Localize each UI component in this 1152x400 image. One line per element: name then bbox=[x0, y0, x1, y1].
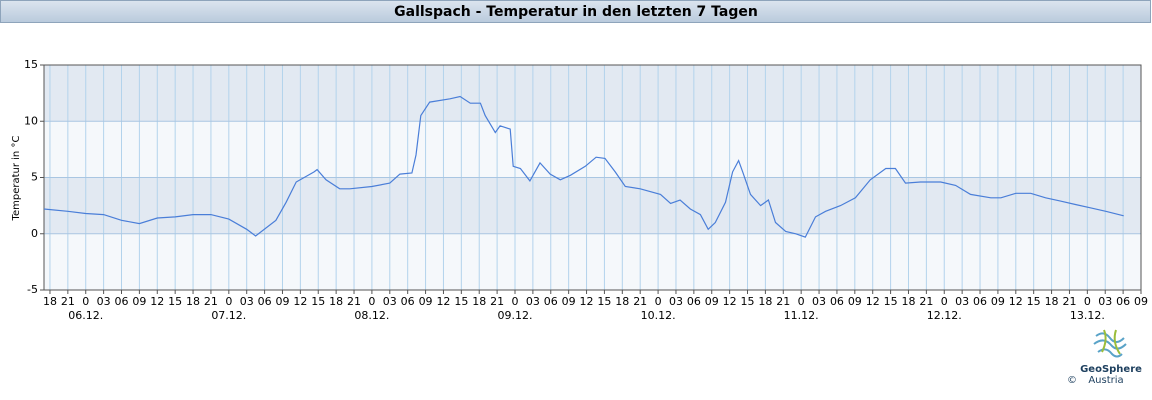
x-tick-label: 03 bbox=[1098, 295, 1112, 308]
x-tick-label: 09 bbox=[991, 295, 1005, 308]
date-label: 09.12. bbox=[497, 309, 532, 322]
x-tick-label: 03 bbox=[812, 295, 826, 308]
temperature-line bbox=[43, 95, 1124, 238]
y-tick-label: 10 bbox=[24, 114, 38, 127]
date-label: 07.12. bbox=[211, 309, 246, 322]
x-tick-label: 0 bbox=[82, 295, 89, 308]
x-tick-label: 21 bbox=[61, 295, 75, 308]
x-tick-label: 12 bbox=[866, 295, 880, 308]
x-tick-label: 18 bbox=[758, 295, 772, 308]
x-tick-label: 0 bbox=[225, 295, 232, 308]
x-tick-label: 15 bbox=[597, 295, 611, 308]
x-tick-label: 15 bbox=[884, 295, 898, 308]
x-tick-label: 09 bbox=[562, 295, 576, 308]
x-tick-label: 12 bbox=[1009, 295, 1023, 308]
x-tick-label: 06 bbox=[544, 295, 558, 308]
band bbox=[44, 121, 1141, 178]
y-axis-label: Temperatur in °C bbox=[11, 136, 22, 222]
logo: GeoSphere © Austria bbox=[1067, 329, 1142, 386]
date-label: 12.12. bbox=[927, 309, 962, 322]
x-tick-label: 06 bbox=[1116, 295, 1130, 308]
x-tick-label: 18 bbox=[1045, 295, 1059, 308]
x-tick-label: 21 bbox=[347, 295, 361, 308]
date-label: 13.12. bbox=[1070, 309, 1105, 322]
x-tick-label: 21 bbox=[1062, 295, 1076, 308]
x-tick-label: 15 bbox=[741, 295, 755, 308]
logo-copyright: © bbox=[1067, 375, 1077, 386]
x-tick-label: 0 bbox=[941, 295, 948, 308]
x-tick-label: 06 bbox=[687, 295, 701, 308]
x-tick-label: 06 bbox=[115, 295, 129, 308]
y-tick-label: -5 bbox=[27, 283, 38, 296]
x-tick-label: 18 bbox=[43, 295, 57, 308]
y-tick-label: 0 bbox=[31, 227, 38, 240]
chart-title: Gallspach - Temperatur in den letzten 7 … bbox=[394, 4, 758, 20]
x-tick-label: 21 bbox=[490, 295, 504, 308]
x-tick-label: 15 bbox=[311, 295, 325, 308]
y-tick-label: 15 bbox=[24, 58, 38, 71]
x-tick-label: 09 bbox=[419, 295, 433, 308]
x-tick-label: 0 bbox=[655, 295, 662, 308]
x-tick-label: 12 bbox=[723, 295, 737, 308]
x-tick-label: 21 bbox=[204, 295, 218, 308]
date-label: 11.12. bbox=[784, 309, 819, 322]
x-tick-label: 06 bbox=[401, 295, 415, 308]
band bbox=[44, 65, 1141, 122]
x-tick-label: 18 bbox=[901, 295, 915, 308]
x-tick-label: 03 bbox=[526, 295, 540, 308]
x-tick-label: 03 bbox=[383, 295, 397, 308]
date-label: 08.12. bbox=[354, 309, 389, 322]
x-tick-label: 03 bbox=[97, 295, 111, 308]
x-tick-label: 0 bbox=[1084, 295, 1091, 308]
y-tick-label: 5 bbox=[31, 171, 38, 184]
x-tick-label: 09 bbox=[705, 295, 719, 308]
logo-icon bbox=[1093, 332, 1127, 358]
x-tick-label: 12 bbox=[436, 295, 450, 308]
x-tick-label: 18 bbox=[329, 295, 343, 308]
x-tick-label: 18 bbox=[186, 295, 200, 308]
x-tick-label: 03 bbox=[240, 295, 254, 308]
x-tick-label: 12 bbox=[580, 295, 594, 308]
x-tick-label: 21 bbox=[919, 295, 933, 308]
date-label: 06.12. bbox=[68, 309, 103, 322]
title-bar bbox=[0, 0, 1151, 23]
x-tick-label: 21 bbox=[776, 295, 790, 308]
x-tick-label: 09 bbox=[132, 295, 146, 308]
x-tick-label: 12 bbox=[293, 295, 307, 308]
date-label: 10.12. bbox=[641, 309, 676, 322]
x-tick-label: 09 bbox=[275, 295, 289, 308]
x-tick-label: 0 bbox=[798, 295, 805, 308]
x-tick-label: 0 bbox=[368, 295, 375, 308]
x-tick-label: 18 bbox=[615, 295, 629, 308]
plot-area bbox=[43, 64, 1142, 291]
x-tick-label: 03 bbox=[669, 295, 683, 308]
x-tick-label: 09 bbox=[848, 295, 862, 308]
x-tick-label: 06 bbox=[258, 295, 272, 308]
x-tick-label: 03 bbox=[955, 295, 969, 308]
logo-icon bbox=[1101, 329, 1121, 355]
x-tick-label: 15 bbox=[1027, 295, 1041, 308]
x-tick-label: 06 bbox=[830, 295, 844, 308]
x-tick-label: 15 bbox=[454, 295, 468, 308]
logo-name: GeoSphere bbox=[1080, 364, 1142, 375]
x-tick-label: 21 bbox=[633, 295, 647, 308]
x-tick-label: 15 bbox=[168, 295, 182, 308]
logo-sub: Austria bbox=[1088, 375, 1123, 386]
x-tick-label: 06 bbox=[973, 295, 987, 308]
x-tick-label: 0 bbox=[511, 295, 518, 308]
band bbox=[44, 177, 1141, 234]
x-tick-label: 12 bbox=[150, 295, 164, 308]
band bbox=[44, 233, 1141, 290]
x-tick-label: 18 bbox=[472, 295, 486, 308]
x-tick-label: 09 bbox=[1134, 295, 1148, 308]
